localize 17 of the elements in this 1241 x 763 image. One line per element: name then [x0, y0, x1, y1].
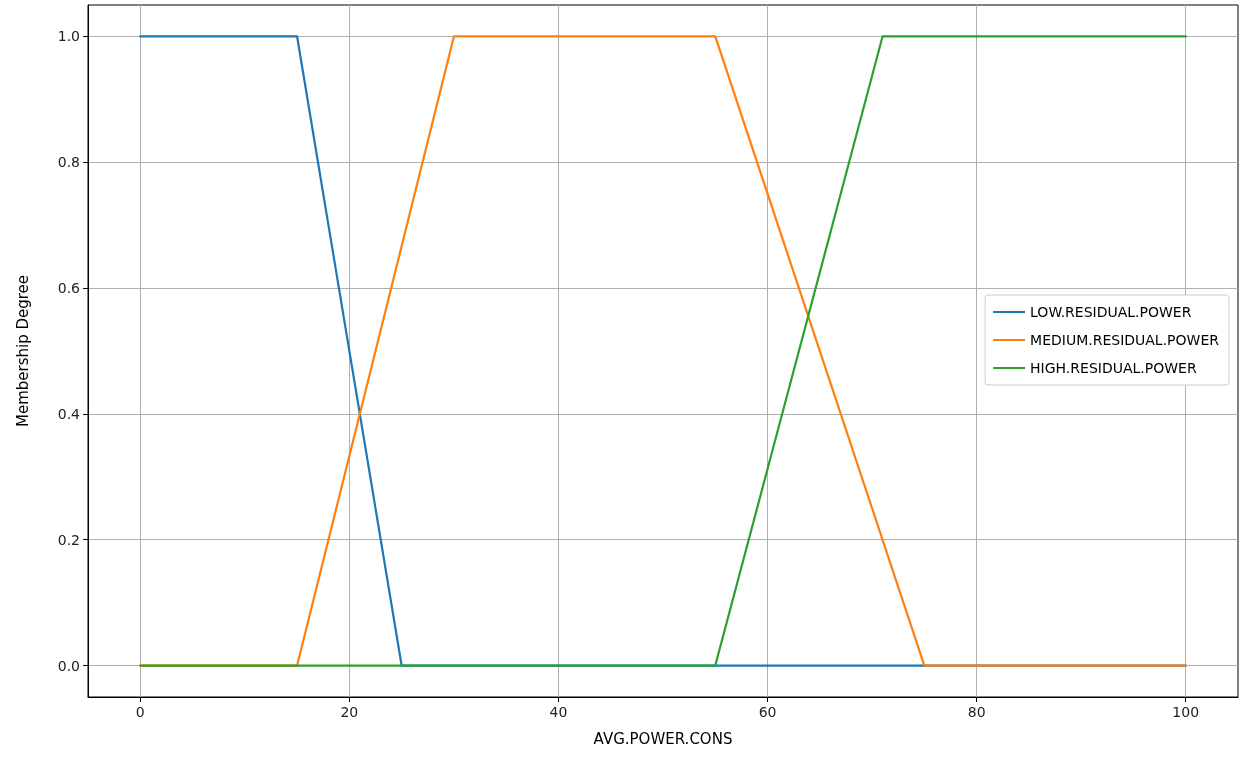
y-tick-label: 0.8	[57, 154, 80, 171]
x-tick-label: 100	[1172, 704, 1200, 720]
y-tick-label: 0.6	[57, 280, 81, 297]
y-tick-label: 0.4	[57, 405, 81, 422]
y-tick-label: 0.0	[57, 657, 80, 674]
x-tick-label: 60	[758, 704, 777, 720]
legend-label: MEDIUM.RESIDUAL.POWER	[1030, 332, 1220, 348]
x-tick-label: 20	[340, 704, 359, 720]
x-tick-label: 40	[549, 704, 568, 720]
x-tick-label: 80	[967, 704, 986, 720]
legend-label: HIGH.RESIDUAL.POWER	[1030, 360, 1197, 376]
y-axis-title: Membership Degree	[13, 274, 32, 428]
x-tick-label: 0	[135, 704, 145, 720]
y-tick-label: 0.2	[57, 531, 80, 548]
x-axis-title: AVG.POWER.CONS	[593, 729, 733, 748]
y-tick-label: 1.0	[57, 28, 80, 45]
legend-label: LOW.RESIDUAL.POWER	[1030, 304, 1192, 320]
